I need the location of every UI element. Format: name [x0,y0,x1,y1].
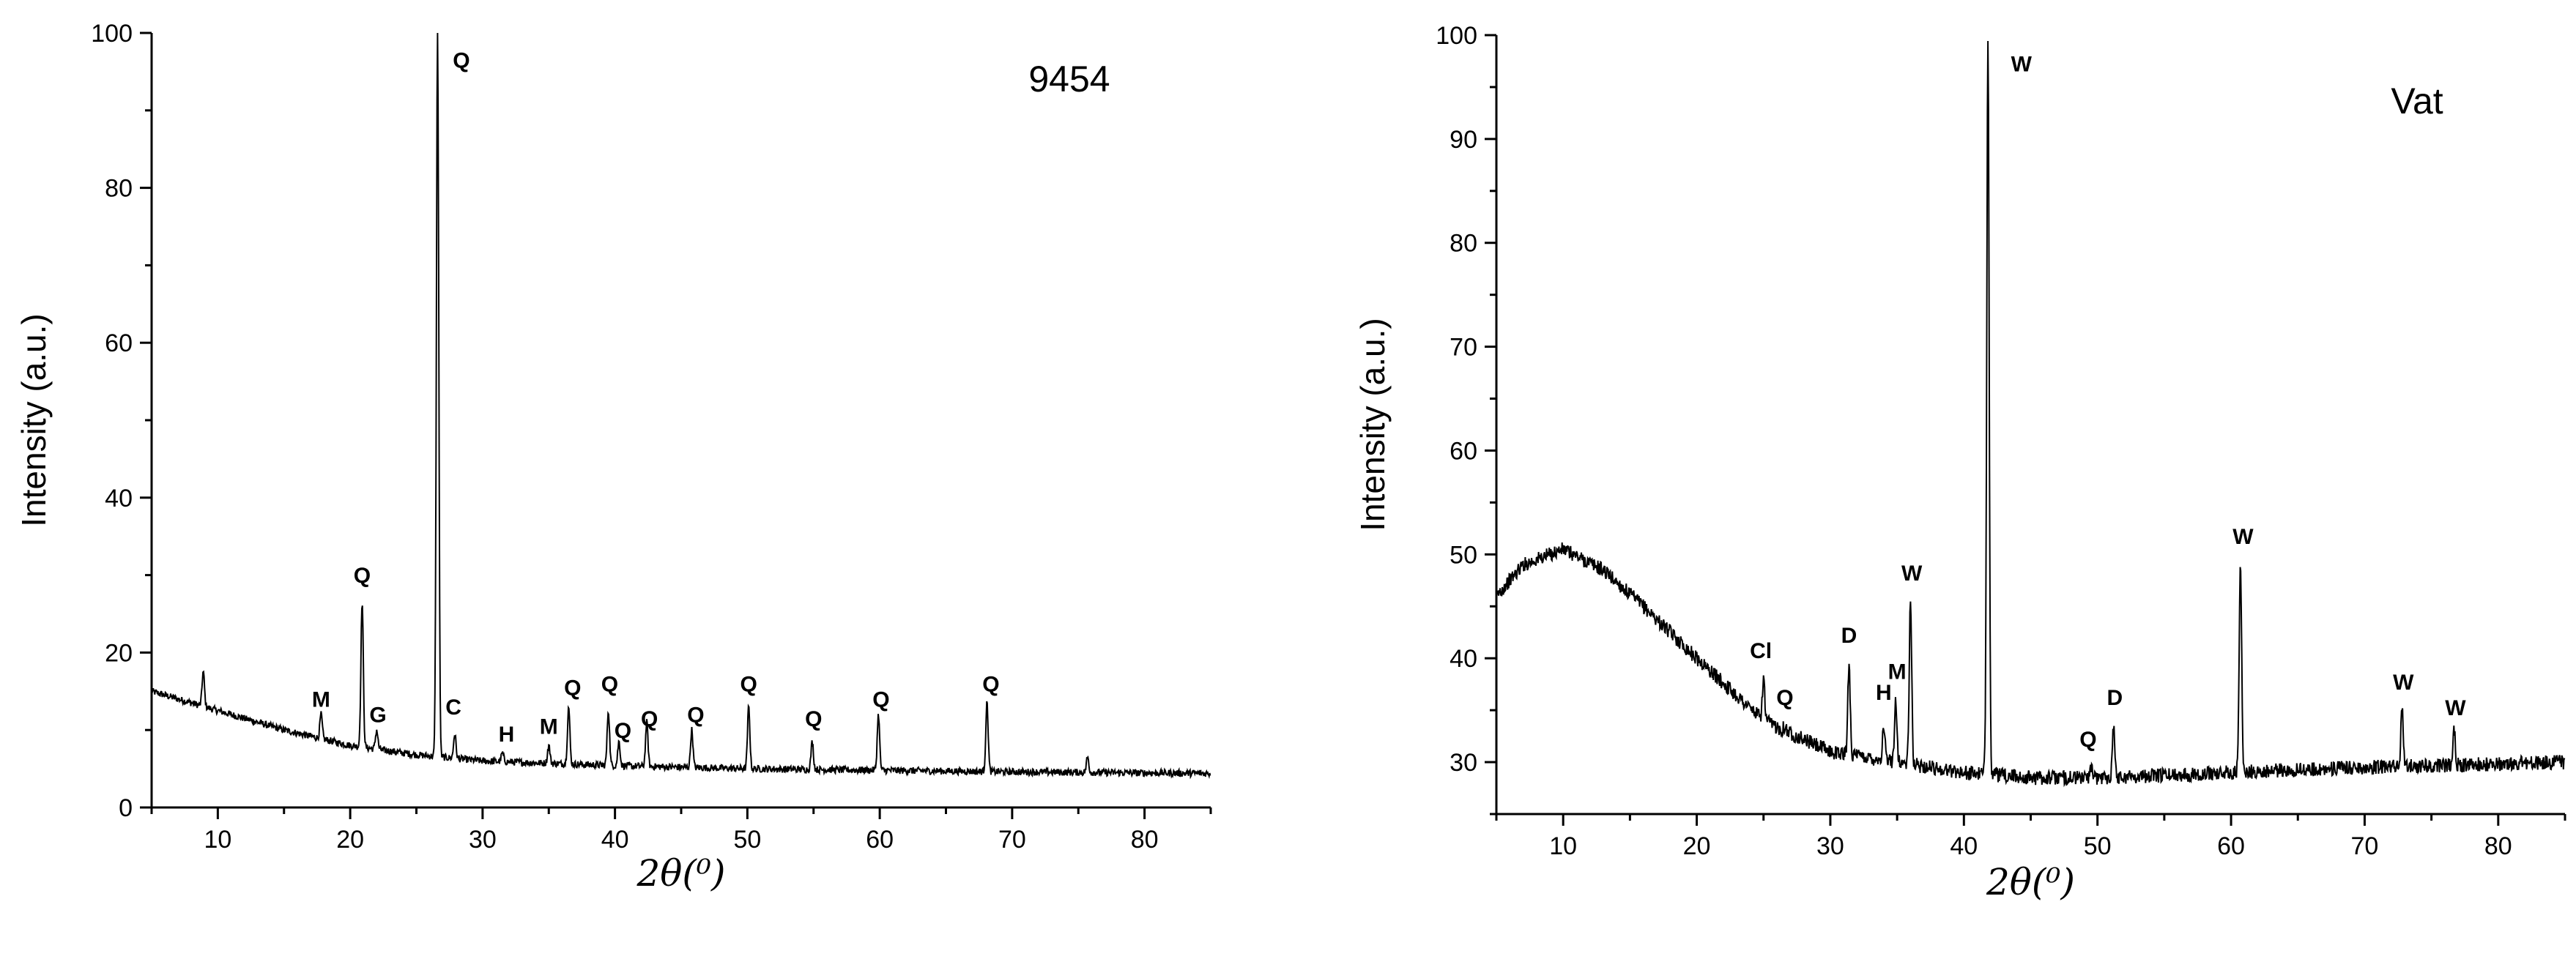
peak-phase-label: Q [354,564,371,588]
y-tick-label: 80 [1450,230,1477,258]
peak-phase-label: D [2107,686,2123,710]
y-tick-label: 60 [105,329,133,357]
xrd-panel-vat: 10 20 30 40 50 60 70 80 30 40 50 60 70 80 90 100 Intensi… [1354,22,2566,903]
peak-phase-label: Cl [1750,639,1772,663]
x-tick-label: 40 [1950,832,1978,860]
peak-phase-label: Q [1776,686,1793,710]
x-tick-label: 50 [2084,832,2112,860]
y-tick-label: 70 [1450,334,1477,362]
y-tick-label: 20 [105,639,133,667]
y-tick-label: 60 [1450,437,1477,465]
x-tick-label: 30 [1816,832,1844,860]
peak-phase-label: C [445,695,461,720]
x-axis-title: 2θ(⁰) [636,852,726,895]
peak-phase-label: D [1841,624,1857,648]
y-tick-label: 40 [1450,645,1477,673]
peak-phase-label: Q [564,676,581,701]
xrd-pattern-line [1496,40,2566,788]
peak-phase-label: W [2393,671,2414,695]
peak-phase-label: Q [641,707,658,731]
y-axis-title: Intensity (a.u.) [1354,318,1392,531]
x-tick-label: 10 [1549,832,1577,860]
x-tick-label: 70 [2351,832,2379,860]
peak-phase-label: H [499,723,515,747]
x-tick-label: 60 [2217,832,2245,860]
x-tick-label: 80 [1131,826,1159,854]
x-tick-label: 40 [601,826,629,854]
peak-phase-label: Q [687,704,704,728]
y-tick-label: 80 [105,175,133,203]
peak-phase-label: W [2011,53,2033,77]
peak-phase-label: Q [601,672,618,696]
y-tick-label: 0 [119,794,133,822]
y-tick-label: 100 [91,20,133,48]
peak-phase-label: M [540,714,558,739]
peak-phase-label: Q [872,687,889,712]
peak-phase-label: W [1901,561,1923,586]
y-tick-label: 100 [1436,22,1477,50]
x-tick-label: 80 [2484,832,2512,860]
x-tick-label: 70 [998,826,1026,854]
peak-phase-label: Q [982,672,999,696]
sample-label: Vat [2391,81,2443,122]
x-tick-label: 50 [733,826,761,854]
xrd-pattern-line [151,32,1211,780]
x-axis-title: 2θ(⁰) [1986,861,2075,903]
x-tick-label: 30 [469,826,497,854]
y-tick-label: 30 [1450,749,1477,777]
y-tick-label: 90 [1450,126,1477,154]
y-tick-label: 40 [105,485,133,512]
peak-phase-label: Q [805,707,822,731]
peak-phase-label: W [2232,525,2254,549]
x-tick-label: 20 [1683,832,1711,860]
xrd-panel-9454: 10 20 30 40 50 60 70 80 0 20 40 60 80 100 Intensity (a… [15,20,1212,895]
peak-phase-label: H [1876,681,1892,705]
y-axis-title: Intensity (a.u.) [15,313,53,526]
peak-phase-label: Q [2079,728,2096,752]
x-tick-label: 20 [336,826,364,854]
peak-phase-label: Q [453,49,469,73]
y-tick-label: 50 [1450,541,1477,569]
peak-phase-label: G [369,704,386,728]
x-tick-label: 10 [204,826,231,854]
peak-phase-label: M [312,687,330,712]
peak-phase-label: Q [615,719,631,743]
x-tick-label: 60 [866,826,894,854]
peak-phase-label: W [2445,696,2466,720]
peak-phase-label: Q [740,672,757,696]
peak-phase-label: M [1888,660,1907,684]
sample-label: 9454 [1028,59,1110,100]
